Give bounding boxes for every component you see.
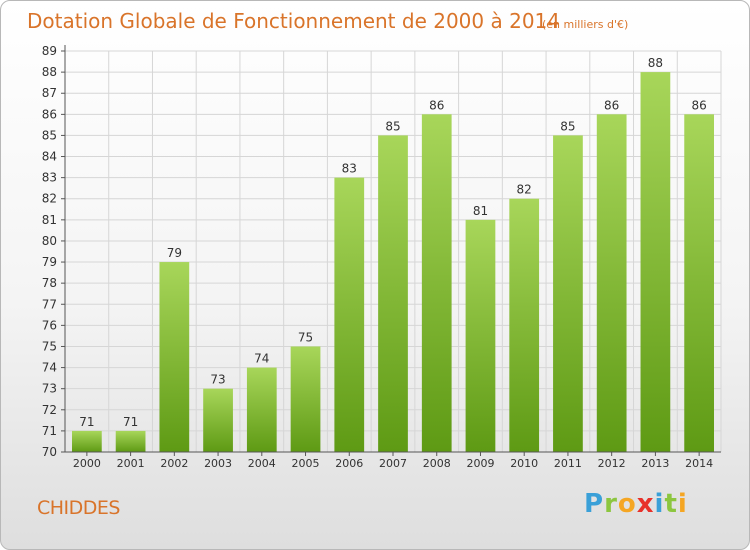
bar <box>334 177 365 452</box>
data-label: 85 <box>385 119 400 133</box>
data-label: 82 <box>517 183 532 197</box>
data-label: 74 <box>254 352 269 366</box>
y-tick-label: 74 <box>42 361 57 375</box>
logo-letter: r <box>604 489 618 519</box>
logo-letter: x <box>636 489 655 519</box>
data-label: 73 <box>210 373 225 387</box>
x-tick-label: 2000 <box>73 457 101 470</box>
y-tick-label: 89 <box>42 44 57 58</box>
y-tick-label: 71 <box>42 424 57 438</box>
y-tick-label: 88 <box>42 65 57 79</box>
data-label: 75 <box>298 330 313 344</box>
data-label: 86 <box>604 98 619 112</box>
x-tick-label: 2012 <box>598 457 626 470</box>
logo-letter: t <box>664 489 678 519</box>
y-tick-label: 77 <box>42 297 57 311</box>
chart-subtitle: (en milliers d'€) <box>542 18 629 31</box>
data-label: 79 <box>167 246 182 260</box>
y-tick-label: 72 <box>42 403 57 417</box>
x-tick-label: 2013 <box>641 457 669 470</box>
bar <box>553 135 583 452</box>
x-tick-label: 2007 <box>379 457 407 470</box>
y-tick-label: 73 <box>42 382 57 396</box>
axes: 70 71 72 73 74 75 76 77 78 79 80 81 82 83 84 85 86 87 88 89… <box>42 44 721 470</box>
bar <box>421 114 452 452</box>
x-tick-label: 2010 <box>510 457 538 470</box>
bar <box>290 346 321 452</box>
data-label: 81 <box>473 204 488 218</box>
bar <box>640 72 671 453</box>
bar <box>684 114 715 452</box>
data-label: 83 <box>342 162 357 176</box>
y-tick-label: 86 <box>42 107 57 121</box>
y-tick-label: 84 <box>42 150 57 164</box>
x-tick-label: 2008 <box>423 457 451 470</box>
bar <box>596 114 627 452</box>
logo-letter: o <box>617 489 637 519</box>
x-tick-label: 2011 <box>554 457 582 470</box>
logo-letter: i <box>654 489 665 519</box>
chart-title: Dotation Globale de Fonctionnement de 20… <box>27 9 560 33</box>
y-tick-label: 83 <box>42 171 57 185</box>
y-tick-label: 87 <box>42 86 57 100</box>
bar <box>465 219 496 452</box>
y-tick-label: 80 <box>42 234 57 248</box>
x-tick-label: 2004 <box>248 457 276 470</box>
bar <box>115 430 146 452</box>
x-tick-label: 2014 <box>685 457 713 470</box>
x-tick-label: 2001 <box>117 457 145 470</box>
bar <box>203 388 233 452</box>
y-tick-label: 79 <box>42 255 57 269</box>
y-tick-label: 76 <box>42 318 57 332</box>
data-label: 71 <box>79 415 94 429</box>
x-tick-label: 2006 <box>335 457 363 470</box>
bar <box>246 367 277 452</box>
bar <box>159 262 190 452</box>
logo-letter: P <box>584 489 605 519</box>
bar <box>71 430 102 452</box>
y-tick-label: 78 <box>42 276 57 290</box>
x-tick-label: 2002 <box>160 457 188 470</box>
commune-name: CHIDDES <box>37 497 120 519</box>
x-tick-label: 2003 <box>204 457 232 470</box>
data-label: 86 <box>429 98 444 112</box>
y-tick-label: 70 <box>42 445 57 459</box>
y-tick-label: 75 <box>42 339 57 353</box>
y-tick-label: 85 <box>42 128 57 142</box>
data-label: 71 <box>123 415 138 429</box>
data-label: 86 <box>691 98 706 112</box>
data-label: 85 <box>560 119 575 133</box>
y-tick-label: 82 <box>42 192 57 206</box>
y-tick-label: 81 <box>42 213 57 227</box>
proxiti-logo[interactable]: Proxiti <box>584 489 688 519</box>
data-label: 88 <box>648 56 663 70</box>
x-tick-label: 2005 <box>292 457 320 470</box>
logo-letter: i <box>677 489 688 519</box>
bars: 71 71 79 73 74 75 83 85 86 81 82 85 86 88 86 <box>71 56 715 453</box>
bar <box>509 198 540 452</box>
x-tick-label: 2009 <box>466 457 494 470</box>
bar <box>378 135 408 452</box>
